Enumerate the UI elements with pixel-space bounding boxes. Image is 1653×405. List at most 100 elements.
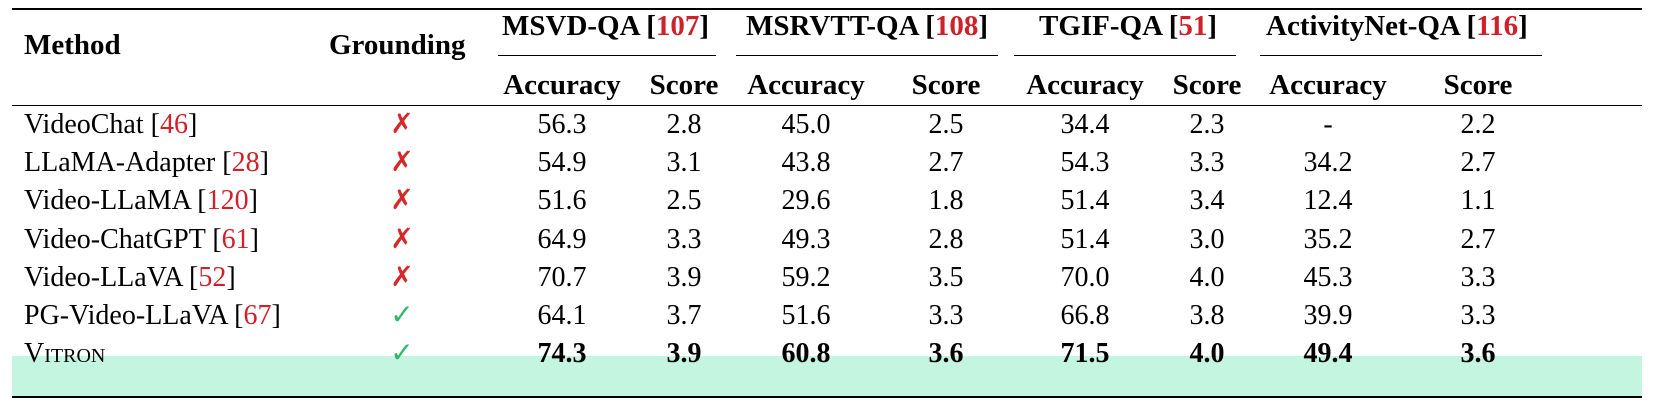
highlight-row-bg xyxy=(12,356,1642,396)
method-name: Vitron xyxy=(24,338,106,369)
header-group-msrvtt: MSRVTT-QA [108] xyxy=(746,10,989,42)
accuracy-value: 29.6 xyxy=(781,185,831,216)
header-score: Score xyxy=(911,69,981,101)
score-value: 3.9 xyxy=(666,262,702,293)
accuracy-value: 51.6 xyxy=(537,185,587,216)
score-value: 3.3 xyxy=(1460,300,1496,331)
citation: 67 xyxy=(243,300,272,331)
accuracy-value: 66.8 xyxy=(1060,300,1110,331)
check-icon: ✓ xyxy=(390,338,414,369)
accuracy-value: 71.5 xyxy=(1060,338,1110,369)
score-value: 2.5 xyxy=(928,109,964,140)
header-accuracy: Accuracy xyxy=(503,69,621,101)
method-name: Video-LLaMA [120] xyxy=(24,185,258,216)
citation: 52 xyxy=(198,262,227,293)
score-value: 1.8 xyxy=(928,185,964,216)
cross-icon: ✗ xyxy=(390,224,414,255)
score-value: 3.4 xyxy=(1189,185,1225,216)
accuracy-value: 70.0 xyxy=(1060,262,1110,293)
score-value: 2.7 xyxy=(1460,147,1496,178)
header-accuracy: Accuracy xyxy=(747,69,865,101)
accuracy-value: 70.7 xyxy=(537,262,587,293)
header-method: Method xyxy=(24,29,121,61)
score-value: 4.0 xyxy=(1189,338,1225,369)
accuracy-value: 51.6 xyxy=(781,300,831,331)
citation: 120 xyxy=(206,185,249,216)
score-value: 2.7 xyxy=(1460,224,1496,255)
accuracy-value: 35.2 xyxy=(1303,224,1353,255)
citation: 28 xyxy=(231,147,260,178)
check-icon: ✓ xyxy=(390,300,414,331)
score-value: 3.1 xyxy=(666,147,702,178)
header-score: Score xyxy=(649,69,719,101)
score-value: 3.3 xyxy=(1189,147,1225,178)
accuracy-value: 12.4 xyxy=(1303,185,1353,216)
accuracy-value: 56.3 xyxy=(537,109,587,140)
citation: 116 xyxy=(1476,10,1519,42)
header-group-msvd: MSVD-QA [107] xyxy=(502,10,710,42)
score-value: 2.8 xyxy=(928,224,964,255)
top-rule xyxy=(12,8,1642,10)
score-value: 3.8 xyxy=(1189,300,1225,331)
score-value: 2.8 xyxy=(666,109,702,140)
score-value: 2.5 xyxy=(666,185,702,216)
header-bottom-rule xyxy=(12,105,1642,106)
group-rule-msvd xyxy=(498,55,716,56)
accuracy-value: - xyxy=(1323,109,1333,140)
cross-icon: ✗ xyxy=(390,185,414,216)
accuracy-value: 60.8 xyxy=(781,338,831,369)
header-group-tgif: TGIF-QA [51] xyxy=(1039,10,1218,42)
score-value: 3.0 xyxy=(1189,224,1225,255)
score-value: 2.2 xyxy=(1460,109,1496,140)
citation: 108 xyxy=(934,10,979,42)
method-name: LLaMA-Adapter [28] xyxy=(24,147,269,178)
bottom-rule xyxy=(12,396,1642,398)
group-rule-msrvtt xyxy=(736,55,998,56)
accuracy-value: 49.3 xyxy=(781,224,831,255)
accuracy-value: 34.2 xyxy=(1303,147,1353,178)
accuracy-value: 45.0 xyxy=(781,109,831,140)
score-value: 3.3 xyxy=(666,224,702,255)
method-name: VideoChat [46] xyxy=(24,109,198,140)
score-value: 3.6 xyxy=(928,338,964,369)
cross-icon: ✗ xyxy=(390,147,414,178)
citation: 51 xyxy=(1178,10,1208,42)
group-rule-tgif xyxy=(1014,55,1236,56)
cross-icon: ✗ xyxy=(390,109,414,140)
method-name: Video-LLaVA [52] xyxy=(24,262,236,293)
header-score: Score xyxy=(1172,69,1242,101)
accuracy-value: 64.9 xyxy=(537,224,587,255)
header-accuracy: Accuracy xyxy=(1026,69,1144,101)
score-value: 3.9 xyxy=(666,338,702,369)
score-value: 3.3 xyxy=(1460,262,1496,293)
accuracy-value: 54.9 xyxy=(537,147,587,178)
method-name: PG-Video-LLaVA [67] xyxy=(24,300,281,331)
accuracy-value: 51.4 xyxy=(1060,224,1110,255)
accuracy-value: 39.9 xyxy=(1303,300,1353,331)
accuracy-value: 51.4 xyxy=(1060,185,1110,216)
accuracy-value: 49.4 xyxy=(1303,338,1353,369)
header-score: Score xyxy=(1443,69,1513,101)
score-value: 4.0 xyxy=(1189,262,1225,293)
accuracy-value: 74.3 xyxy=(537,338,587,369)
accuracy-value: 54.3 xyxy=(1060,147,1110,178)
score-value: 3.3 xyxy=(928,300,964,331)
citation: 61 xyxy=(221,224,250,255)
score-value: 2.3 xyxy=(1189,109,1225,140)
score-value: 3.5 xyxy=(928,262,964,293)
header-accuracy: Accuracy xyxy=(1269,69,1387,101)
header-group-activitynet: ActivityNet-QA [116] xyxy=(1266,10,1528,42)
cross-icon: ✗ xyxy=(390,262,414,293)
accuracy-value: 64.1 xyxy=(537,300,587,331)
score-value: 3.7 xyxy=(666,300,702,331)
group-rule-activitynet xyxy=(1260,55,1542,56)
accuracy-value: 45.3 xyxy=(1303,262,1353,293)
accuracy-value: 43.8 xyxy=(781,147,831,178)
header-grounding: Grounding xyxy=(329,29,466,61)
method-name: Video-ChatGPT [61] xyxy=(24,224,259,255)
score-value: 2.7 xyxy=(928,147,964,178)
accuracy-value: 34.4 xyxy=(1060,109,1110,140)
citation: 107 xyxy=(655,10,700,42)
citation: 46 xyxy=(159,109,188,140)
